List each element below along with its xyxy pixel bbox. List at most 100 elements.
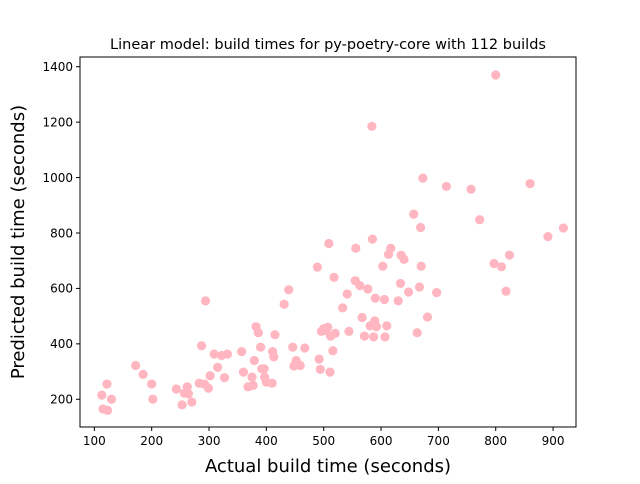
data-point [102,379,112,389]
data-point [267,378,277,388]
data-point [525,179,535,189]
data-point [393,296,403,306]
data-point [489,258,499,269]
data-point [416,222,426,233]
data-point [237,347,247,357]
y-tick-label: 600 [50,282,73,296]
data-point [200,296,211,306]
data-point [558,223,568,233]
axes: 100 200 300 400 500 600 700 800 900 200 400 600 800 1… [42,60,564,448]
data-point [196,341,207,351]
data-points [97,70,568,415]
data-point [138,369,148,379]
data-point [323,322,333,332]
data-point [418,173,428,183]
data-point [131,360,141,371]
data-point [203,383,214,393]
data-point [248,380,258,391]
x-tick-label: 800 [484,434,507,448]
data-point [344,326,354,336]
data-point [284,285,294,295]
data-point [386,243,396,253]
data-point [379,294,390,305]
data-point [148,394,158,404]
data-point [367,234,378,244]
data-point [314,354,324,364]
data-point [504,250,515,260]
data-point [368,332,379,342]
data-point [422,312,433,322]
data-point [295,360,305,371]
data-point [475,215,485,225]
data-point [359,331,370,341]
x-tick-label: 600 [370,434,393,448]
data-point [491,70,501,80]
data-point [209,349,219,359]
y-axis-label: Predicted build time (seconds) [8,105,29,379]
data-point [370,293,380,303]
x-tick-label: 900 [542,434,565,448]
data-point [187,397,197,407]
data-point [238,367,249,377]
data-point [182,382,192,392]
data-point [279,299,289,309]
data-point [351,243,361,253]
y-tick-label: 200 [50,393,73,407]
data-point [357,312,367,323]
data-point [249,355,259,366]
y-tick-label: 1400 [42,60,73,74]
data-point [147,379,157,389]
data-point [441,181,452,192]
data-point [409,209,419,219]
data-point [382,321,392,331]
data-point [355,281,365,291]
chart-title: Linear model: build times for py-poetry-… [110,37,546,53]
data-point [395,278,406,289]
data-point [501,286,511,296]
data-point [403,287,414,297]
data-point [329,272,339,282]
data-point [253,328,263,338]
data-point [270,330,280,340]
data-point [213,362,223,373]
data-point [205,371,215,381]
data-point [432,287,442,298]
data-point [256,342,266,352]
data-point [102,405,113,415]
y-tick-label: 400 [50,337,73,351]
data-point [106,394,117,404]
x-tick-label: 500 [312,434,335,448]
x-tick-label: 300 [198,434,221,448]
y-tick-label: 1000 [42,171,73,185]
data-point [371,322,382,332]
data-point [183,389,193,399]
data-point [412,328,422,338]
data-point [177,400,187,410]
data-point [378,261,388,271]
y-tick-label: 800 [50,226,73,240]
x-tick-label: 400 [255,434,278,448]
data-point [269,352,279,362]
data-point [247,372,257,382]
data-point [171,384,181,394]
data-point [466,184,476,194]
plot-frame [79,56,577,428]
data-point [219,373,230,383]
y-tick-label: 1200 [42,115,73,129]
data-point [288,342,298,352]
data-point [338,303,348,313]
x-tick-label: 700 [427,434,450,448]
data-point [312,262,322,272]
data-point [330,328,340,338]
data-point [363,284,373,294]
data-point [315,364,325,374]
data-point [325,367,335,377]
data-point [324,238,334,249]
data-point [380,332,390,342]
x-tick-label: 200 [140,434,163,448]
data-point [399,254,409,264]
data-point [342,289,352,299]
data-point [414,282,425,292]
